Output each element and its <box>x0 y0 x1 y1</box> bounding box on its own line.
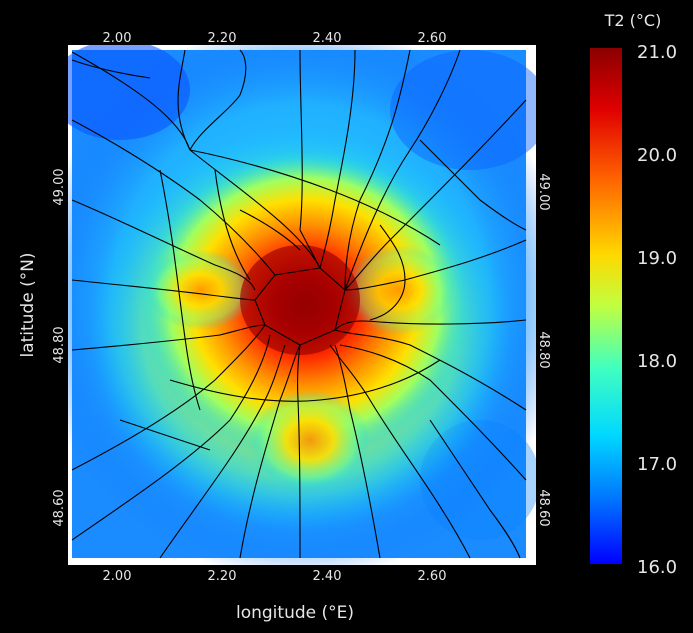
colorbar-tick-label: 21.0 <box>637 42 677 63</box>
y-tick-right-label: 48.80 <box>536 331 551 368</box>
y-tick-right-label: 49.00 <box>536 173 551 210</box>
x-tick-bottom-label: 2.40 <box>313 569 342 584</box>
colorbar-tick-label: 18.0 <box>637 351 677 372</box>
x-tick-top-label: 2.60 <box>418 31 447 46</box>
x-tick-top-label: 2.20 <box>208 31 237 46</box>
colorbar: T2 (°C) 21.0 20.0 19.0 18.0 17.0 16.0 <box>590 11 677 578</box>
y-axis-title: latitude (°N) <box>18 252 38 357</box>
x-axis-title: longitude (°E) <box>236 603 354 623</box>
x-tick-bottom-label: 2.60 <box>418 569 447 584</box>
colorbar-gradient <box>590 48 622 564</box>
colorbar-tick-label: 17.0 <box>637 454 677 475</box>
x-tick-bottom-label: 2.00 <box>103 569 132 584</box>
colorbar-tick-label: 19.0 <box>637 248 677 269</box>
x-tick-bottom-label: 2.20 <box>208 569 237 584</box>
x-ticks-bottom: 2.00 2.20 2.40 2.60 <box>103 569 447 584</box>
y-tick-right-label: 48.60 <box>536 489 551 526</box>
colorbar-tick-label: 20.0 <box>637 145 677 166</box>
y-tick-left-label: 48.80 <box>52 326 67 363</box>
colorbar-title: T2 (°C) <box>604 11 662 30</box>
y-tick-left-label: 49.00 <box>52 168 67 205</box>
temperature-field <box>68 45 536 565</box>
x-ticks-top: 2.00 2.20 2.40 2.60 <box>103 31 447 46</box>
y-ticks-right: 49.00 48.80 48.60 <box>536 173 551 526</box>
road-network <box>71 49 527 559</box>
colorbar-tick-label: 16.0 <box>637 557 677 578</box>
x-tick-top-label: 2.00 <box>103 31 132 46</box>
y-tick-left-label: 48.60 <box>52 489 67 526</box>
x-tick-top-label: 2.40 <box>313 31 342 46</box>
y-ticks-left: 49.00 48.80 48.60 <box>52 168 67 526</box>
